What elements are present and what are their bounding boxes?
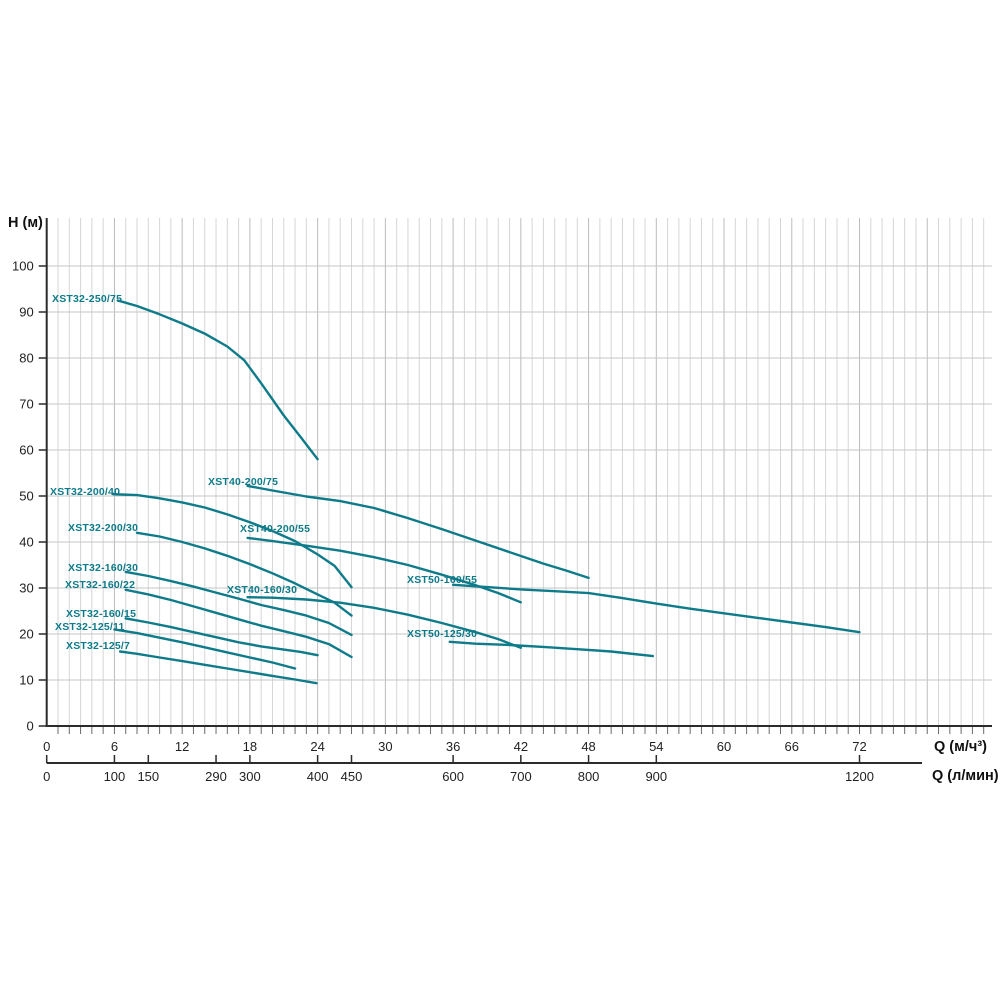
pump-curve-XST50-160/55 [451,583,861,634]
y-tick-label: 70 [19,397,33,412]
y-axis-title: H (м) [8,215,43,231]
lpm-tick-label: 400 [307,769,329,784]
pump-curve-label-XST32-200/30: XST32-200/30 [68,522,138,534]
pump-curve-XST40-200/75 [246,484,590,580]
pump-curve-XST32-125/7 [118,650,318,685]
x-tick-label: 48 [581,739,595,754]
pump-curve-label-XST40-160/30: XST40-160/30 [227,584,297,596]
x-tick-label: 72 [852,739,866,754]
x-tick-label: 24 [310,739,324,754]
y-tick-label: 40 [19,535,33,550]
x-tick-label: 42 [514,739,528,754]
pump-curve-label-XST40-200/55: XST40-200/55 [240,523,310,535]
pump-curve-XST40-160/30 [246,596,522,649]
pump-curve-XST32-200/40 [112,493,353,589]
y-tick-label: 60 [19,443,33,458]
pump-curve-XST40-200/55 [246,536,522,604]
pump-curve-XST50-125/30 [448,640,655,658]
x-axis-title: Q (м/ч³) [934,739,987,755]
lpm-tick-label: 450 [341,769,363,784]
lpm-tick-label: 300 [239,769,261,784]
pump-curve-XST32-125/11 [113,628,297,670]
x-tick-label: 36 [446,739,460,754]
lpm-tick-label: 0 [43,769,50,784]
pump-curve-label-XST32-250/75: XST32-250/75 [52,293,122,305]
pump-curve-label-XST32-125/11: XST32-125/11 [55,621,125,633]
y-tick-label: 50 [19,489,33,504]
x-tick-label: 66 [785,739,799,754]
pump-curve-label-XST32-125/7: XST32-125/7 [66,640,130,652]
x-tick-label: 18 [243,739,257,754]
y-tick-label: 20 [19,627,33,642]
pump-curve-label-XST40-200/75: XST40-200/75 [208,476,278,488]
y-tick-label: 100 [12,259,34,274]
pump-curve-label-XST32-160/22: XST32-160/22 [65,579,135,591]
x-tick-label: 6 [111,739,118,754]
lpm-tick-label: 900 [645,769,667,784]
x-tick-label: 60 [717,739,731,754]
pump-curve-label-XST50-160/55: XST50-160/55 [407,574,477,586]
pump-curve-label-XST50-125/30: XST50-125/30 [407,628,477,640]
pump-curve-XST32-160/22 [124,588,353,659]
lpm-tick-label: 150 [137,769,159,784]
lpm-tick-label: 700 [510,769,532,784]
lpm-tick-label: 100 [104,769,126,784]
lpm-tick-label: 1200 [845,769,874,784]
lpm-tick-label: 600 [442,769,464,784]
pump-curve-label-XST32-160/15: XST32-160/15 [66,608,136,620]
pump-curve-label-XST32-200/40: XST32-200/40 [50,486,120,498]
pump-curve-label-XST32-160/30: XST32-160/30 [68,562,138,574]
y-tick-label: 10 [19,673,33,688]
pump-curve-XST32-250/75 [116,299,319,461]
pump-curve-XST32-160/15 [124,617,319,657]
pump-curve-XST32-200/30 [135,531,353,617]
y-tick-label: 0 [26,719,33,734]
y-tick-label: 30 [19,581,33,596]
pump-curve-XST32-160/30 [124,570,353,637]
y-tick-label: 80 [19,351,33,366]
x-tick-label: 30 [378,739,392,754]
lpm-axis-title: Q (л/мин) [932,768,999,784]
y-tick-label: 90 [19,305,33,320]
lpm-tick-label: 290 [205,769,227,784]
x-tick-label: 0 [43,739,50,754]
x-tick-label: 12 [175,739,189,754]
x-tick-label: 54 [649,739,663,754]
lpm-tick-label: 800 [578,769,600,784]
